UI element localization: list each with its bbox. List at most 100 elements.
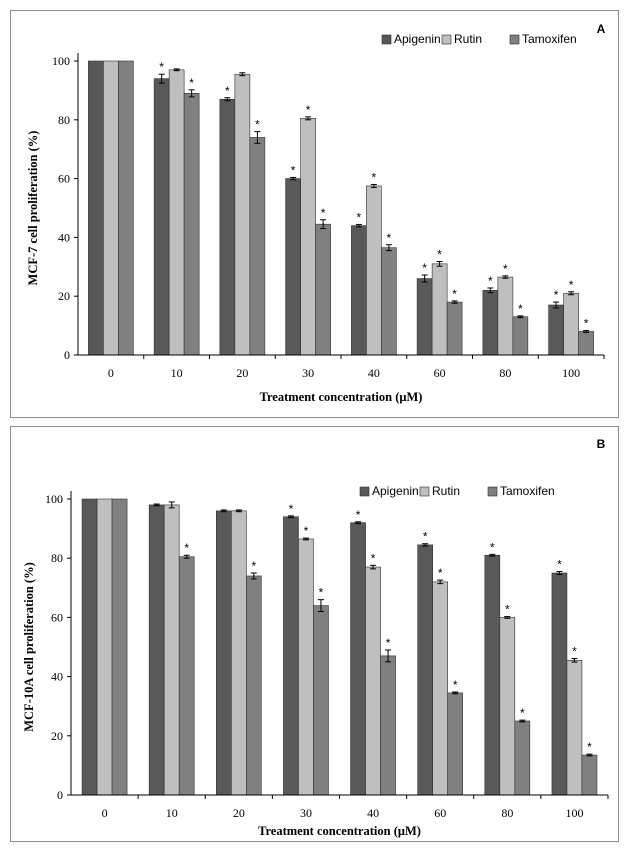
- y-tick-label: 40: [51, 670, 63, 684]
- bar-rutin-40: [366, 185, 382, 356]
- x-axis-title: Treatment concentration (μM): [260, 390, 423, 404]
- bar-apigenin-80: [482, 290, 499, 356]
- significance-marker: *: [453, 678, 458, 692]
- significance-marker: *: [503, 262, 508, 276]
- bar-rutin-100: [563, 292, 579, 356]
- significance-marker: *: [371, 551, 376, 565]
- bar-rutin-80: [499, 617, 516, 796]
- bar-apigenin-20: [219, 98, 236, 356]
- bar-tamoxifen-80: [514, 720, 531, 796]
- significance-marker: *: [437, 248, 442, 262]
- bar-rutin-100: [566, 660, 583, 796]
- bar-tamoxifen-100: [581, 754, 598, 796]
- x-tick-label: 40: [367, 806, 379, 820]
- x-tick-label: 30: [300, 806, 312, 820]
- bar-apigenin-100: [548, 304, 564, 356]
- legend-swatch-rutin: [441, 34, 452, 45]
- chart-panel-b: * * * * * * * * * * * * * * * * * 0 20 40 60 80 100 0 10 20 30 40 60…: [10, 426, 619, 842]
- bar-rutin-40: [365, 566, 381, 796]
- significance-marker: *: [386, 636, 391, 650]
- significance-marker: *: [488, 274, 493, 288]
- bar-apigenin-40: [350, 522, 366, 796]
- legend-label-apigenin: Apigenin: [394, 32, 441, 46]
- bar-apigenin-40: [351, 225, 367, 356]
- bar-apigenin-10: [148, 504, 165, 796]
- significance-marker: *: [584, 317, 589, 331]
- bar-tamoxifen-30: [313, 605, 329, 796]
- significance-marker: *: [438, 566, 443, 580]
- bar-tamoxifen-60: [446, 301, 463, 356]
- significance-marker: *: [189, 76, 194, 90]
- bar-tamoxifen-10: [178, 556, 195, 796]
- significance-marker: *: [289, 502, 294, 516]
- y-axis-title: MCF-7 cell proliferation (%): [26, 131, 40, 286]
- bar-apigenin-0: [81, 498, 98, 796]
- bar-apigenin-100: [551, 572, 568, 796]
- bar-apigenin-80: [484, 554, 501, 796]
- x-tick-label: 30: [302, 366, 314, 380]
- legend-label-apigenin: Apigenin: [372, 484, 419, 498]
- bar-rutin-80: [497, 276, 514, 356]
- significance-marker: *: [319, 586, 324, 600]
- bar-tamoxifen-0: [111, 498, 128, 796]
- significance-marker: *: [225, 84, 230, 98]
- y-tick-label: 80: [51, 551, 63, 565]
- x-tick-label: 0: [108, 366, 114, 380]
- bar-apigenin-60: [416, 278, 433, 356]
- y-tick-label: 20: [58, 289, 70, 303]
- significance-marker: *: [255, 118, 260, 132]
- significance-marker: *: [569, 278, 574, 292]
- y-tick-label: 80: [58, 113, 70, 127]
- significance-marker: *: [452, 287, 457, 301]
- bar-tamoxifen-20: [246, 575, 262, 796]
- panel-letter: B: [597, 437, 606, 451]
- chart-panel-a: * * * * * * * * * * * * * * * * * * * 0 20 40 60 80 100 0 10 20 30 40…: [10, 10, 619, 418]
- significance-marker: *: [520, 706, 525, 720]
- significance-marker: *: [554, 288, 559, 302]
- bar-tamoxifen-40: [380, 655, 396, 796]
- y-tick-label: 60: [58, 172, 70, 186]
- significance-marker: *: [587, 740, 592, 754]
- y-tick-label: 100: [52, 54, 70, 68]
- x-tick-label: 10: [166, 806, 178, 820]
- y-tick-label: 20: [51, 729, 63, 743]
- bar-rutin-30: [300, 118, 316, 356]
- legend-swatch-apigenin: [359, 486, 370, 497]
- significance-marker: *: [321, 206, 326, 220]
- legend-label-rutin: Rutin: [432, 484, 460, 498]
- significance-marker: *: [557, 558, 562, 572]
- bar-rutin-60: [432, 581, 448, 796]
- significance-marker: *: [304, 524, 309, 538]
- bar-rutin-0: [103, 60, 119, 356]
- legend-swatch-tamoxifen: [509, 34, 520, 45]
- legend-swatch-apigenin: [381, 34, 392, 45]
- chart-a-svg: * * * * * * * * * * * * * * * * * * * 0 20 40 60 80 100 0 10 20 30 40…: [26, 22, 606, 404]
- bar-rutin-10: [168, 69, 185, 356]
- significance-marker: *: [423, 530, 428, 544]
- significance-marker: *: [251, 559, 256, 573]
- significance-marker: *: [505, 603, 510, 617]
- bar-rutin-30: [298, 538, 314, 796]
- x-tick-label: 100: [562, 366, 580, 380]
- bar-tamoxifen-20: [249, 137, 266, 356]
- chart-b-svg: * * * * * * * * * * * * * * * * * 0 20 40 60 80 100 0 10 20 30 40 60…: [22, 437, 609, 838]
- bar-tamoxifen-100: [578, 331, 594, 356]
- legend-label-tamoxifen: Tamoxifen: [500, 484, 555, 498]
- y-tick-label: 0: [57, 788, 63, 802]
- bar-apigenin-10: [153, 78, 170, 356]
- significance-marker: *: [422, 261, 427, 275]
- bar-tamoxifen-30: [315, 223, 331, 356]
- legend-swatch-rutin: [419, 486, 430, 497]
- significance-marker: *: [490, 540, 495, 554]
- bar-apigenin-30: [283, 516, 299, 796]
- significance-marker: *: [291, 163, 296, 177]
- bar-tamoxifen-0: [118, 60, 134, 356]
- significance-marker: *: [356, 508, 361, 522]
- x-tick-label: 80: [501, 806, 513, 820]
- x-tick-label: 60: [434, 366, 446, 380]
- significance-marker: *: [159, 60, 164, 74]
- x-tick-label: 10: [171, 366, 183, 380]
- bar-apigenin-0: [88, 60, 104, 356]
- bar-rutin-20: [231, 510, 247, 796]
- bar-tamoxifen-60: [447, 692, 463, 796]
